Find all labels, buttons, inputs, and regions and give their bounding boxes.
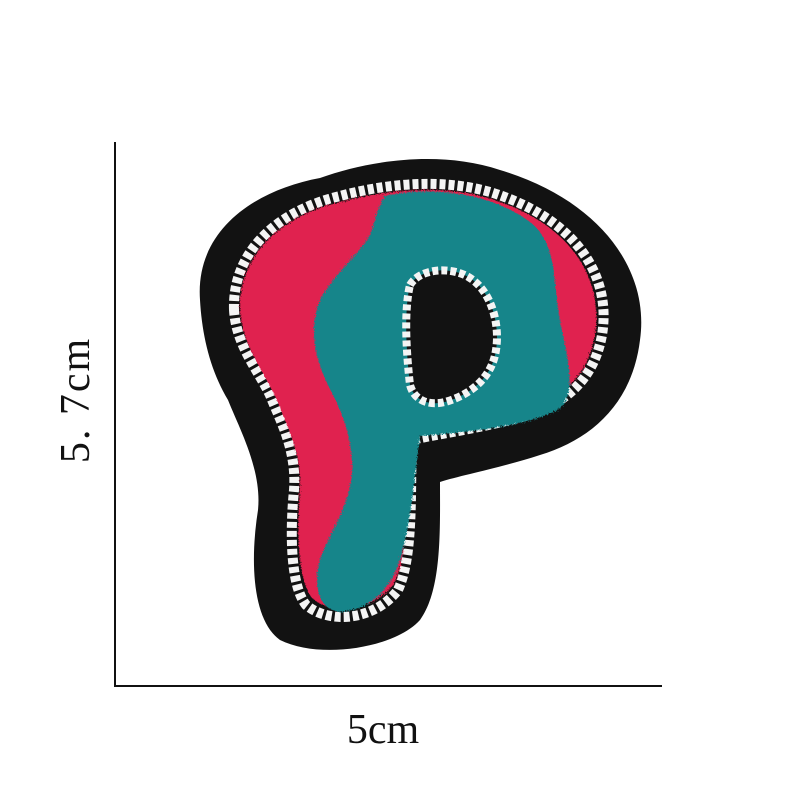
- height-dimension-line: [114, 142, 116, 686]
- width-label: 5cm: [346, 707, 420, 753]
- height-label: 5. 7cm: [53, 336, 99, 464]
- width-dimension-line: [114, 685, 662, 687]
- stitch-outline: [228, 178, 609, 622]
- letter-counter: [402, 266, 501, 408]
